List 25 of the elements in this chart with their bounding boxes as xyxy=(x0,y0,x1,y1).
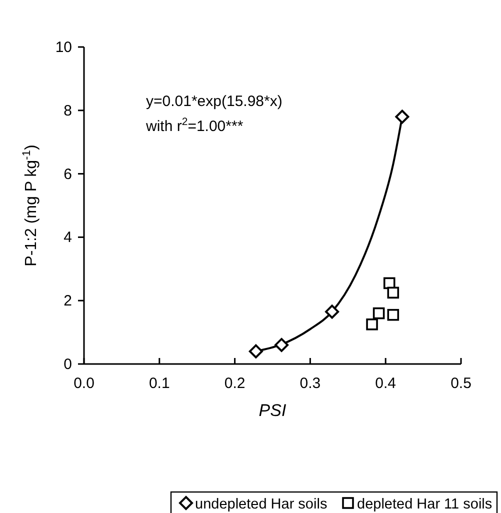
x-tick-label: 0.3 xyxy=(300,375,321,392)
x-tick-label: 0.2 xyxy=(224,375,246,392)
y-tick-label: 2 xyxy=(64,292,72,310)
point xyxy=(366,318,378,330)
point xyxy=(387,286,400,299)
point xyxy=(372,307,385,320)
x-tick-label: 0.4 xyxy=(375,375,396,392)
point xyxy=(387,308,400,321)
y-tick-label: 10 xyxy=(55,39,72,56)
annotation: y=0.01*exp(15.98*x) xyxy=(146,93,282,110)
y-tick-label: 4 xyxy=(64,229,72,246)
point xyxy=(274,338,289,352)
y-tick-label: 6 xyxy=(64,166,72,183)
y-tick-label: 0 xyxy=(64,356,72,373)
point xyxy=(395,110,410,124)
x-tick-label: 0.0 xyxy=(74,375,94,392)
x-tick-label: 0.1 xyxy=(148,375,170,392)
y-tick-label: 8 xyxy=(64,102,72,120)
legend-label: undepleted Har soils xyxy=(195,496,328,512)
x-tick-label: 0.5 xyxy=(450,375,472,392)
point xyxy=(248,344,263,358)
legend-label: depleted Har 11 soils xyxy=(357,496,492,512)
point xyxy=(325,304,340,319)
x-axis-title: PSI xyxy=(258,401,286,420)
annotation: with r$^{2}$=1.00*** xyxy=(145,116,244,135)
